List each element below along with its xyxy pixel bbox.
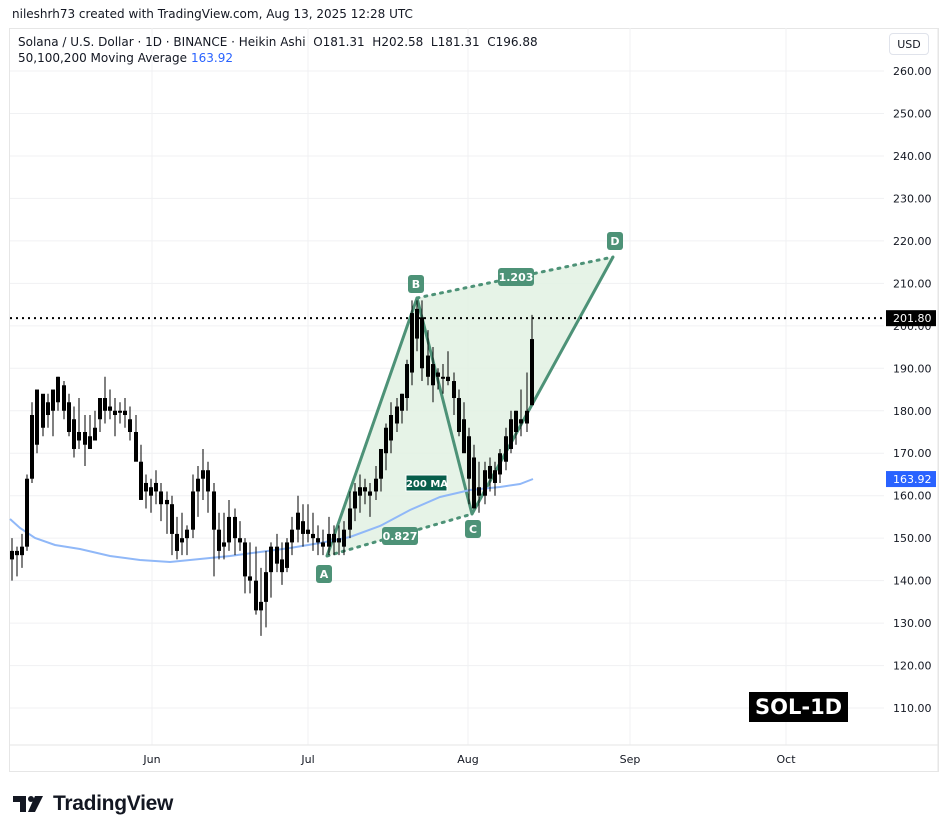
time-tick: Sep [620,753,641,766]
tradingview-logo[interactable]: TradingView [13,792,173,816]
pattern-labels: A B C D 1.203 0.827 200 MA [316,232,623,583]
price-tick: 190.00 [893,362,932,375]
price-tick: 140.00 [893,575,932,588]
price-tick: 210.00 [893,277,932,290]
point-a-label-text: A [320,568,329,581]
chart-legend: Solana / U.S. Dollar · 1D · BINANCE · He… [18,34,538,66]
symbol-legend[interactable]: Solana / U.S. Dollar · 1D · BINANCE · He… [18,35,538,49]
price-tick: 240.00 [893,150,932,163]
last-price-badge-text: 201.80 [893,312,932,325]
ma-price-badge [886,471,936,488]
chart-credit: nileshrh73 created with TradingView.com,… [12,7,413,21]
currency-button[interactable]: USD [889,33,929,55]
point-b-label-text: B [412,278,420,291]
ma-tag-text: 200 MA [406,479,448,490]
point-c-label [465,520,481,538]
point-a-label [316,565,332,583]
time-tick: Oct [776,753,796,766]
time-tick: Jul [300,753,314,766]
price-tick: 250.00 [893,107,932,120]
ac-ratio-label [382,527,418,545]
price-tick: 130.00 [893,617,932,630]
point-b-label [408,275,424,293]
point-d-label [607,232,623,250]
tradingview-logo-text: TradingView [53,792,174,815]
price-tick: 170.00 [893,447,932,460]
point-c-label-text: C [469,523,477,536]
price-tick: 220.00 [893,235,932,248]
ma-200-line [9,478,534,564]
price-tick: 160.00 [893,490,932,503]
ma-price-badge-text: 163.92 [893,473,932,486]
ma-tag [405,474,448,492]
last-price-badge [886,310,936,327]
time-axis[interactable]: Jun Jul Aug Sep Oct [142,753,796,766]
ac-ratio-label-text: 0.827 [383,530,418,543]
bd-ratio-label [498,268,534,286]
ma-legend[interactable]: 50,100,200 Moving Average 163.92 [18,50,538,66]
ma-legend-value: 163.92 [190,51,233,65]
ma-legend-label: 50,100,200 Moving Average [18,51,187,65]
price-tick: 180.00 [893,405,932,418]
symbol-badge: SOL-1D [749,692,849,722]
price-tick: 260.00 [893,65,932,78]
bd-ratio-label-text: 1.203 [499,271,534,284]
price-axis[interactable]: 260.00250.00240.00230.00220.00210.00200.… [886,65,936,715]
price-tick: 120.00 [893,660,932,673]
time-tick: Aug [457,753,478,766]
price-tick: 150.00 [893,532,932,545]
price-tick: 110.00 [893,702,932,715]
price-tick: 230.00 [893,192,932,205]
candles [10,300,534,636]
time-tick: Jun [142,753,160,766]
point-d-label-text: D [610,235,619,248]
tradingview-logo-icon [13,796,43,812]
